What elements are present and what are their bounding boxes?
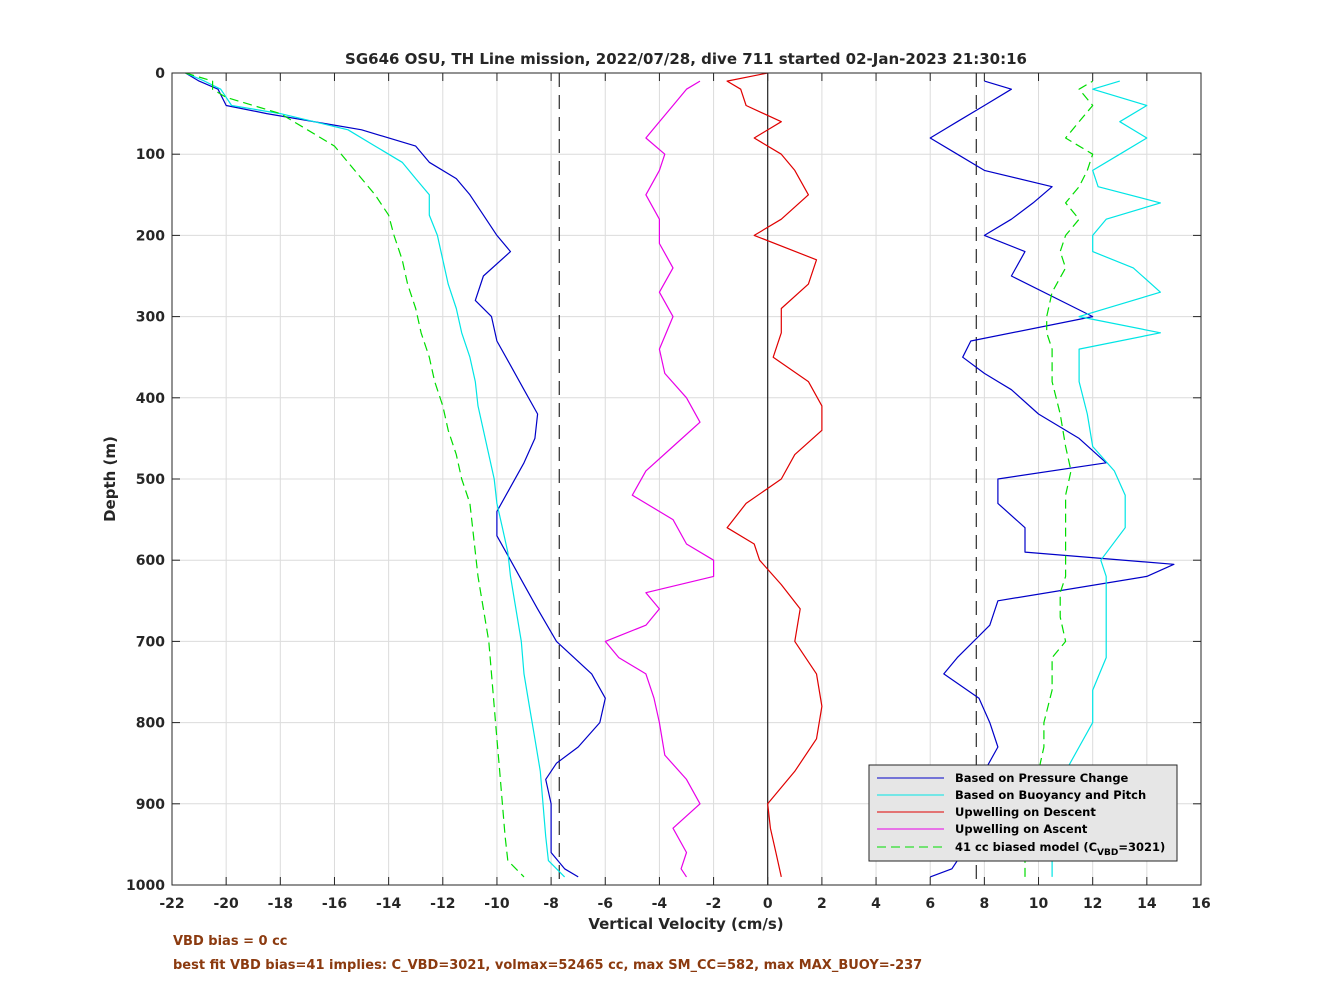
x-tick-label: 6 [925,896,935,912]
y-tick-label: 0 [155,66,165,82]
series-line-upwelling-on-ascent-0 [604,80,715,878]
x-tick-label: -4 [652,896,668,912]
x-tick-label: -16 [322,896,347,912]
x-tick-label: -12 [430,896,455,912]
x-tick-label: -8 [543,896,559,912]
legend-label-model-main: 41 cc biased model (C [955,840,1097,854]
legend: Based on Pressure Change Based on Buoyan… [868,764,1178,862]
y-tick-label: 900 [136,797,165,813]
legend-label-model-sub: VBD [1097,848,1118,858]
x-tick-label: 16 [1191,896,1210,912]
y-tick-label: 400 [136,391,165,407]
x-tick-label: 14 [1137,896,1157,912]
vbd-bias-note: VBD bias = 0 cc [173,934,288,949]
y-axis-label: Depth (m) [101,436,119,522]
x-axis-label: Vertical Velocity (cm/s) [588,915,783,933]
series-line-41-cc-biased-model-c-vbd-3021-0 [185,72,525,878]
legend-label-ascent: Upwelling on Ascent [955,822,1088,836]
reference-lines [558,73,977,885]
chart-title: SG646 OSU, TH Line mission, 2022/07/28, … [345,50,1027,68]
x-tick-label: -14 [376,896,402,912]
x-tick-label: -22 [159,896,184,912]
series-line-based-on-buoyancy-and-pitch-1 [1051,80,1162,877]
series-line-based-on-buoyancy-and-pitch-0 [185,72,566,878]
y-tick-label: 300 [136,310,165,326]
y-tick-label: 100 [136,147,165,163]
x-tick-label: -6 [597,896,613,912]
legend-label-descent: Upwelling on Descent [955,805,1096,819]
x-tick-label: 0 [763,896,773,912]
y-tick-label: 700 [136,634,165,650]
legend-label-model: 41 cc biased model (CVBD=3021) [955,840,1165,858]
x-tick-label: 10 [1029,896,1049,912]
legend-label-model-tail: =3021) [1118,840,1165,854]
legend-label-buoyancy: Based on Buoyancy and Pitch [955,788,1146,802]
series-line-upwelling-on-descent-0 [726,72,823,878]
series-line-based-on-pressure-change-1 [929,80,1175,878]
x-tick-label: -10 [484,896,510,912]
axis-ticks: -22 -20 -18 -16 -14 -12 -10 -8 -6 -4 -2 0 2 4 6 8 10 12 14… [126,66,1211,912]
series-line-based-on-pressure-change-0 [185,72,606,878]
legend-box [868,764,1178,862]
y-tick-label: 200 [136,228,165,244]
x-tick-label: -18 [268,896,293,912]
y-tick-label: 500 [136,472,165,488]
x-tick-label: 12 [1083,896,1102,912]
legend-label-pressure: Based on Pressure Change [955,771,1129,785]
series-layer [185,72,1175,878]
x-tick-label: -20 [214,896,240,912]
x-tick-label: 8 [979,896,989,912]
y-tick-label: 600 [136,553,165,569]
x-tick-label: 2 [817,896,827,912]
series-line-41-cc-biased-model-c-vbd-3021-1 [1024,80,1094,877]
best-fit-note: best fit VBD bias=41 implies: C_VBD=3021… [173,958,923,973]
x-tick-label: -2 [706,896,722,912]
y-tick-label: 800 [136,716,165,732]
grid [171,72,1202,886]
y-tick-label: 1000 [126,878,165,894]
x-tick-label: 4 [871,896,881,912]
